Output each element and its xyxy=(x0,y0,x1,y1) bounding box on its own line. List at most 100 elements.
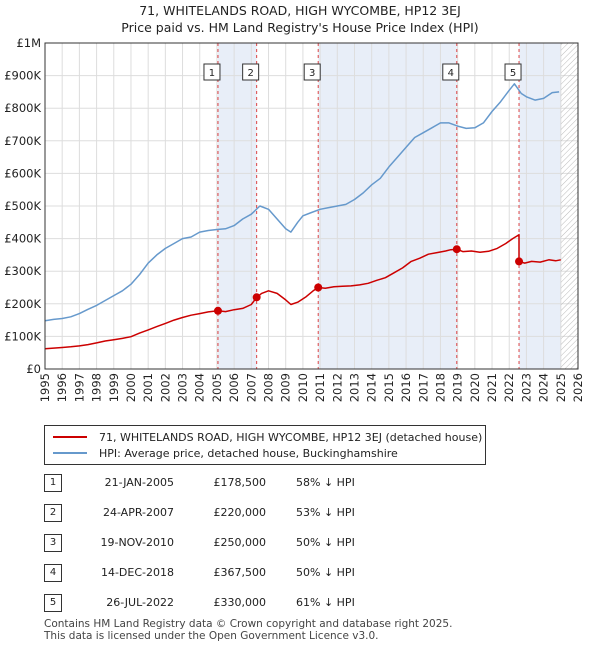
y-tick-label: £300K xyxy=(4,264,41,278)
sale-label-number: 1 xyxy=(209,68,215,79)
legend-item-property: 71, WHITELANDS ROAD, HIGH WYCOMBE, HP12 … xyxy=(53,429,482,445)
legend-label-hpi: HPI: Average price, detached house, Buck… xyxy=(99,446,398,460)
footer: Contains HM Land Registry data © Crown c… xyxy=(44,618,452,642)
sale-hpi-diff: 58% ↓ HPI xyxy=(296,476,355,489)
x-tick-label: 2001 xyxy=(141,373,155,402)
y-tick-label: £0 xyxy=(26,362,41,376)
y-tick-label: £100K xyxy=(4,329,41,343)
sale-label-number: 3 xyxy=(309,68,315,79)
sale-marker xyxy=(314,283,323,292)
sale-label-box xyxy=(303,63,321,81)
y-tick-label: £900K xyxy=(4,69,41,83)
x-tick-label: 2013 xyxy=(347,373,361,402)
y-tick-label: £800K xyxy=(4,101,41,115)
x-tick-label: 2014 xyxy=(365,373,379,402)
x-tick-label: 2019 xyxy=(451,373,465,402)
x-tick-label: 2005 xyxy=(210,373,224,402)
table-row: 3 19-NOV-2010 £250,000 50% ↓ HPI xyxy=(0,534,600,554)
sale-number: 5 xyxy=(44,594,62,612)
x-tick-label: 2011 xyxy=(313,373,327,402)
x-tick-label: 2006 xyxy=(227,373,241,402)
y-tick-label: £700K xyxy=(4,134,41,148)
x-tick-label: 2023 xyxy=(519,373,533,402)
table-row: 4 14-DEC-2018 £367,500 50% ↓ HPI xyxy=(0,564,600,584)
sale-label-number: 5 xyxy=(510,68,516,79)
sale-price: £330,000 xyxy=(213,596,267,609)
x-tick-label: 2017 xyxy=(416,373,430,402)
table-row: 1 21-JAN-2005 £178,500 58% ↓ HPI xyxy=(0,474,600,494)
sale-price: £250,000 xyxy=(213,536,267,549)
plot-frame xyxy=(44,42,579,370)
x-tick-label: 2002 xyxy=(158,373,172,402)
x-tick-label: 2021 xyxy=(485,373,499,402)
sale-marker xyxy=(515,257,524,266)
x-tick-label: 2010 xyxy=(296,373,310,402)
y-tick-label: £200K xyxy=(4,297,41,311)
sale-date: 14-DEC-2018 xyxy=(100,566,174,579)
x-tick-label: 2018 xyxy=(433,373,447,402)
sale-marker xyxy=(452,245,461,254)
sale-number: 1 xyxy=(44,474,62,492)
sale-label-box xyxy=(203,63,221,81)
x-tick-label: 2024 xyxy=(537,373,551,402)
legend-swatch-hpi xyxy=(53,452,87,454)
y-tick-label: £500K xyxy=(4,199,41,213)
x-tick-label: 2009 xyxy=(279,373,293,402)
x-tick-label: 2025 xyxy=(554,373,568,402)
sale-hpi-diff: 61% ↓ HPI xyxy=(296,596,355,609)
sale-label-box xyxy=(504,63,522,81)
future-hatch xyxy=(560,43,578,369)
x-tick-label: 2015 xyxy=(382,373,396,402)
table-row: 2 24-APR-2007 £220,000 53% ↓ HPI xyxy=(0,504,600,524)
table-row: 5 26-JUL-2022 £330,000 61% ↓ HPI xyxy=(0,594,600,614)
legend: 71, WHITELANDS ROAD, HIGH WYCOMBE, HP12 … xyxy=(44,425,486,465)
sale-marker xyxy=(252,293,261,302)
sale-date: 21-JAN-2005 xyxy=(104,476,174,489)
x-tick-label: 2026 xyxy=(571,373,585,402)
x-tick-label: 2003 xyxy=(176,373,190,402)
sale-date: 26-JUL-2022 xyxy=(106,596,174,609)
chart-title: 71, WHITELANDS ROAD, HIGH WYCOMBE, HP12 … xyxy=(139,3,461,18)
sale-marker xyxy=(213,306,222,315)
sale-number: 2 xyxy=(44,504,62,522)
x-tick-label: 1996 xyxy=(55,373,69,402)
sale-price: £178,500 xyxy=(213,476,267,489)
x-tick-label: 1995 xyxy=(38,373,52,402)
chart-title-block: 71, WHITELANDS ROAD, HIGH WYCOMBE, HP12 … xyxy=(0,2,600,36)
x-tick-label: 2016 xyxy=(399,373,413,402)
y-tick-label: £1M xyxy=(16,36,41,50)
hpi-line xyxy=(44,83,560,322)
sale-number: 4 xyxy=(44,564,62,582)
legend-swatch-property xyxy=(53,436,87,438)
x-tick-label: 2022 xyxy=(502,373,516,402)
sale-label-box xyxy=(242,63,260,81)
sale-date: 19-NOV-2010 xyxy=(100,536,174,549)
y-tick-label: £600K xyxy=(4,166,41,180)
sale-date: 24-APR-2007 xyxy=(102,506,174,519)
x-tick-label: 1997 xyxy=(72,373,86,402)
sale-number: 3 xyxy=(44,534,62,552)
sale-hpi-diff: 50% ↓ HPI xyxy=(296,566,355,579)
sale-price: £367,500 xyxy=(213,566,267,579)
x-tick-label: 2000 xyxy=(124,373,138,402)
sale-label-number: 2 xyxy=(247,68,253,79)
x-tick-label: 2007 xyxy=(244,373,258,402)
sale-hpi-diff: 50% ↓ HPI xyxy=(296,536,355,549)
x-tick-label: 2020 xyxy=(468,373,482,402)
x-tick-label: 1998 xyxy=(90,373,104,402)
sale-label-number: 4 xyxy=(448,68,454,79)
footer-copyright: Contains HM Land Registry data © Crown c… xyxy=(44,618,453,630)
x-tick-label: 2004 xyxy=(193,373,207,402)
x-tick-label: 2012 xyxy=(330,373,344,402)
sale-price: £220,000 xyxy=(213,506,267,519)
legend-item-hpi: HPI: Average price, detached house, Buck… xyxy=(53,445,398,461)
y-tick-label: £400K xyxy=(4,232,41,246)
footer-licence: This data is licensed under the Open Gov… xyxy=(44,630,379,642)
x-tick-label: 2008 xyxy=(262,373,276,402)
price-chart: £0 £100K £200K £300K £400K £500K £600K £700K £80… xyxy=(4,36,585,402)
sale-hpi-diff: 53% ↓ HPI xyxy=(296,506,355,519)
x-tick-label: 1999 xyxy=(107,373,121,402)
legend-label-property: 71, WHITELANDS ROAD, HIGH WYCOMBE, HP12 … xyxy=(99,430,483,444)
sale-label-box xyxy=(442,63,460,81)
chart-subtitle: Price paid vs. HM Land Registry's House … xyxy=(121,20,479,35)
